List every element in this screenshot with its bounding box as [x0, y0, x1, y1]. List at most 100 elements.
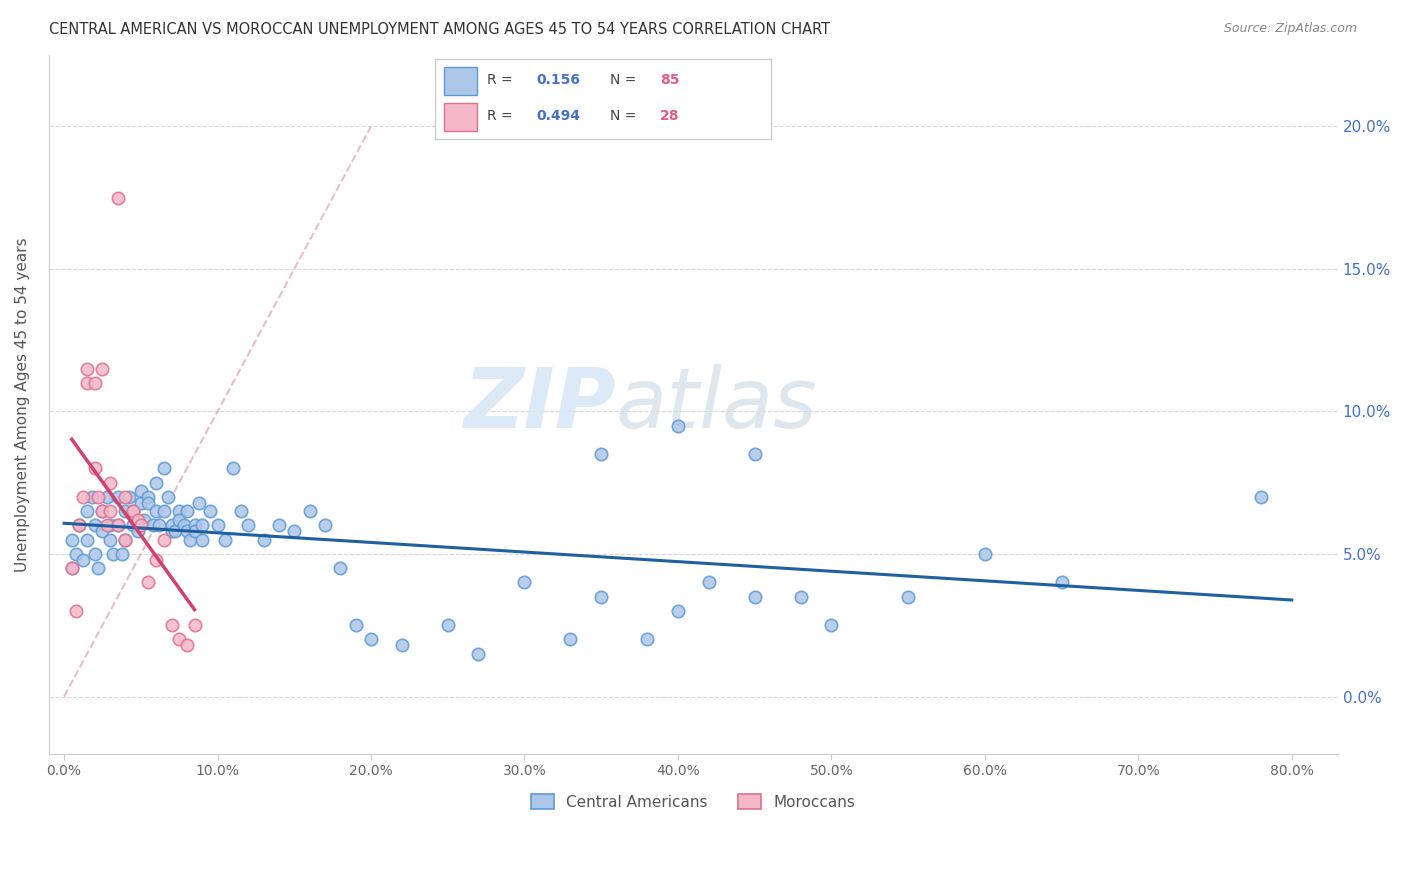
Point: [897, 590, 920, 604]
Point: [160, 524, 183, 538]
Point: [179, 533, 201, 547]
Point: [138, 575, 160, 590]
Point: [127, 513, 149, 527]
Point: [167, 632, 190, 647]
Point: [129, 518, 152, 533]
Point: [160, 518, 183, 533]
Point: [83, 518, 105, 533]
Text: Source: ZipAtlas.com: Source: ZipAtlas.com: [1223, 22, 1357, 36]
Point: [636, 632, 658, 647]
Text: atlas: atlas: [616, 364, 817, 445]
Point: [153, 504, 176, 518]
Point: [138, 496, 160, 510]
Point: [114, 490, 136, 504]
Point: [138, 490, 160, 504]
Point: [252, 533, 274, 547]
Point: [83, 547, 105, 561]
Point: [69, 518, 91, 533]
Point: [145, 504, 167, 518]
Point: [173, 518, 195, 533]
Point: [114, 533, 136, 547]
Point: [314, 518, 336, 533]
Y-axis label: Unemployment Among Ages 45 to 54 years: Unemployment Among Ages 45 to 54 years: [15, 237, 30, 572]
Point: [1050, 575, 1073, 590]
Point: [207, 518, 229, 533]
Point: [188, 496, 211, 510]
Point: [129, 496, 152, 510]
Point: [122, 504, 145, 518]
Point: [122, 518, 145, 533]
Point: [148, 518, 170, 533]
Point: [789, 590, 811, 604]
Point: [973, 547, 995, 561]
Point: [591, 447, 613, 461]
Point: [117, 490, 139, 504]
Point: [91, 361, 114, 376]
Point: [157, 490, 180, 504]
Point: [132, 513, 155, 527]
Point: [145, 475, 167, 490]
Point: [283, 524, 305, 538]
Point: [153, 461, 176, 475]
Point: [76, 533, 98, 547]
Point: [76, 504, 98, 518]
Point: [98, 533, 121, 547]
Point: [80, 490, 103, 504]
Point: [160, 618, 183, 632]
Point: [142, 518, 165, 533]
Point: [1250, 490, 1272, 504]
Point: [697, 575, 720, 590]
Point: [666, 604, 689, 618]
Point: [72, 552, 94, 566]
Point: [72, 490, 94, 504]
Point: [436, 618, 458, 632]
Point: [391, 638, 413, 652]
Point: [344, 618, 367, 632]
Point: [467, 647, 489, 661]
Point: [167, 513, 190, 527]
Point: [214, 533, 236, 547]
Point: [329, 561, 352, 575]
Point: [114, 504, 136, 518]
Point: [87, 490, 110, 504]
Point: [83, 376, 105, 390]
Point: [145, 552, 167, 566]
Point: [91, 524, 114, 538]
Point: [60, 561, 83, 575]
Point: [122, 504, 145, 518]
Point: [107, 518, 129, 533]
Point: [87, 561, 110, 575]
Point: [229, 504, 252, 518]
Point: [129, 484, 152, 499]
Point: [107, 490, 129, 504]
Text: ZIP: ZIP: [464, 364, 616, 445]
Point: [238, 518, 260, 533]
Point: [560, 632, 582, 647]
Legend: Central Americans, Moroccans: Central Americans, Moroccans: [524, 788, 862, 815]
Point: [114, 533, 136, 547]
Point: [744, 447, 766, 461]
Point: [198, 504, 221, 518]
Point: [107, 518, 129, 533]
Point: [222, 461, 245, 475]
Point: [176, 524, 198, 538]
Point: [183, 518, 205, 533]
Point: [191, 533, 214, 547]
Point: [69, 518, 91, 533]
Point: [513, 575, 536, 590]
Point: [76, 376, 98, 390]
Point: [107, 191, 129, 205]
Point: [298, 504, 321, 518]
Point: [153, 533, 176, 547]
Point: [111, 547, 134, 561]
Point: [83, 461, 105, 475]
Point: [666, 418, 689, 433]
Point: [96, 518, 118, 533]
Point: [744, 590, 766, 604]
Point: [65, 604, 87, 618]
Point: [91, 504, 114, 518]
Point: [127, 524, 149, 538]
Point: [176, 504, 198, 518]
Point: [267, 518, 290, 533]
Point: [98, 518, 121, 533]
